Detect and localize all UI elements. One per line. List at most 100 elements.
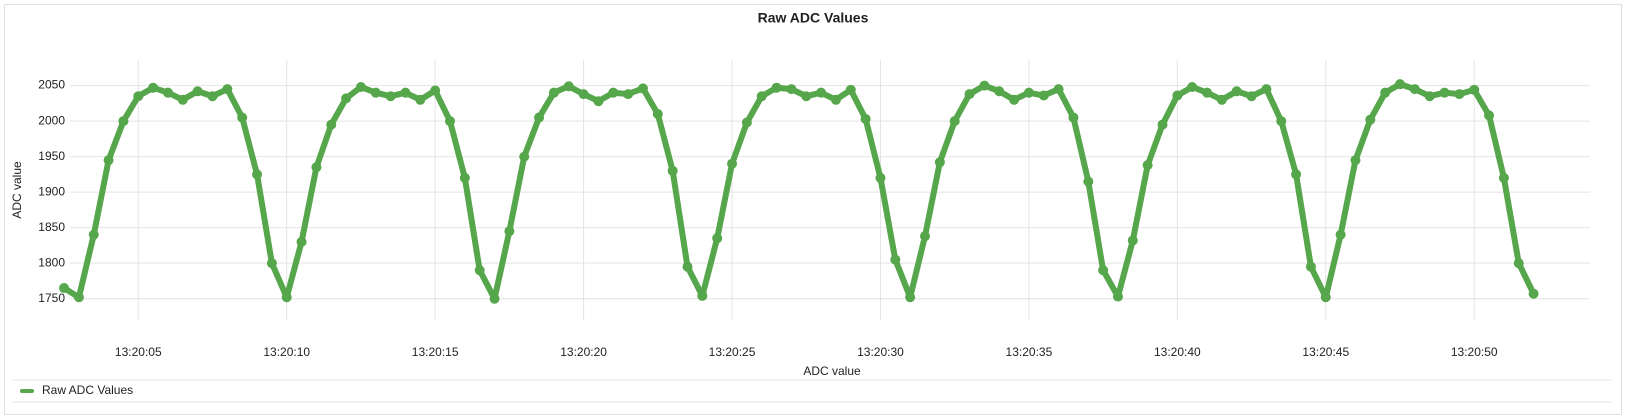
data-point [608, 87, 619, 98]
y-tick-label: 1900 [38, 184, 65, 198]
data-point [1172, 90, 1183, 101]
data-point [875, 172, 886, 183]
data-point [534, 112, 545, 123]
data-point [964, 89, 975, 100]
x-tick-label: 13:20:30 [857, 345, 904, 359]
y-tick-label: 1950 [38, 149, 65, 163]
x-tick-label: 13:20:10 [263, 345, 310, 359]
data-point [920, 231, 930, 242]
data-point [994, 86, 1005, 97]
data-point [1513, 258, 1524, 269]
data-point [860, 113, 871, 124]
data-point [1142, 160, 1153, 171]
data-point [296, 236, 307, 247]
data-point [1305, 261, 1316, 272]
x-tick-label: 13:20:15 [412, 345, 459, 359]
data-point [667, 165, 678, 176]
data-point [1439, 87, 1450, 98]
data-point [1068, 112, 1079, 123]
data-point [1395, 79, 1405, 90]
data-point [712, 233, 723, 244]
data-point [1216, 94, 1227, 105]
data-point [252, 169, 263, 180]
data-point [682, 261, 693, 272]
data-point [148, 82, 159, 93]
data-point [1469, 84, 1480, 95]
series-line [62, 81, 1537, 302]
data-point [593, 96, 604, 107]
data-point [1498, 172, 1509, 183]
data-point [237, 112, 248, 123]
data-point [1261, 84, 1272, 95]
data-point [1009, 94, 1020, 105]
x-tick-label: 13:20:50 [1451, 345, 1498, 359]
x-tick-label: 13:20:40 [1154, 345, 1201, 359]
data-point [489, 293, 500, 304]
data-point [445, 116, 455, 127]
data-point [385, 91, 396, 102]
data-point [1424, 91, 1435, 102]
data-point [756, 91, 767, 102]
data-point [1023, 87, 1034, 98]
x-axis-label: ADC value [803, 364, 861, 378]
data-point [311, 162, 322, 173]
data-point [326, 119, 337, 130]
data-point [1380, 87, 1391, 98]
data-point [73, 292, 84, 303]
data-point [1291, 169, 1302, 180]
x-tick-label: 13:20:35 [1006, 345, 1053, 359]
data-point [1231, 86, 1242, 97]
panel-border [4, 4, 1622, 415]
data-point [519, 151, 530, 162]
data-point [1484, 110, 1495, 121]
data-point [652, 108, 663, 119]
data-point [177, 94, 188, 105]
data-point [830, 94, 841, 105]
data-point [563, 81, 574, 92]
data-point [1335, 229, 1346, 240]
legend-label: Raw ADC Values [42, 383, 133, 397]
data-point [103, 155, 114, 166]
data-point [1454, 89, 1465, 100]
y-tick-label: 1750 [38, 291, 65, 305]
data-point [430, 85, 441, 96]
data-point [162, 87, 173, 98]
y-tick-label: 2000 [38, 113, 65, 127]
data-point [1246, 91, 1257, 102]
data-point [504, 226, 515, 237]
y-tick-label: 1800 [38, 255, 65, 269]
data-point [192, 86, 203, 97]
data-point [1320, 292, 1331, 303]
data-point [474, 265, 485, 276]
y-tick-label: 2050 [38, 78, 65, 92]
data-point [845, 84, 856, 95]
data-point [133, 91, 144, 102]
data-point [934, 157, 945, 168]
data-point [1276, 116, 1287, 127]
data-point [697, 290, 708, 301]
data-point [1127, 235, 1138, 246]
data-point [548, 87, 559, 98]
data-point [1053, 84, 1064, 95]
data-point [786, 84, 797, 95]
data-point [59, 283, 70, 294]
data-point [578, 89, 589, 100]
data-point [341, 93, 352, 104]
data-point [459, 172, 470, 183]
legend-swatch [20, 389, 34, 393]
data-point [949, 116, 960, 127]
data-point [415, 94, 426, 105]
x-tick-label: 13:20:05 [115, 345, 162, 359]
data-point [355, 81, 366, 92]
x-tick-label: 13:20:25 [709, 345, 756, 359]
data-point [741, 117, 752, 128]
data-point [979, 80, 990, 91]
x-tick-label: 13:20:20 [560, 345, 607, 359]
data-point [266, 258, 277, 269]
data-point [816, 87, 827, 98]
data-point [1409, 84, 1420, 95]
chart-title: Raw ADC Values [758, 10, 869, 26]
data-point [905, 292, 916, 303]
data-point [1350, 155, 1361, 166]
